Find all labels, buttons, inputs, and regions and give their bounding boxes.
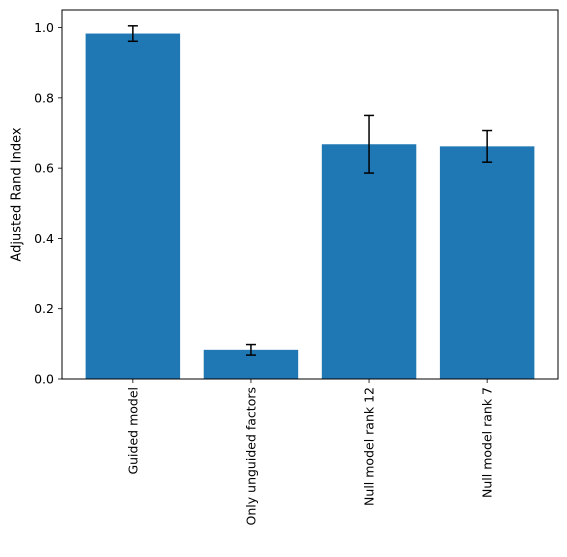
bar-0 — [85, 33, 181, 379]
bar-3 — [439, 146, 535, 379]
x-axis: Guided model Only unguided factors Null mo… — [125, 379, 495, 525]
error-bars-layer — [127, 25, 493, 356]
y-tick-label-3: 0.6 — [34, 161, 54, 176]
y-tick-label-4: 0.8 — [34, 90, 54, 105]
x-tick-label-3: Null model rank 7 — [480, 387, 495, 498]
x-tick-label-0: Guided model — [125, 387, 140, 475]
y-tick-label-5: 1.0 — [34, 20, 54, 35]
error-bar-3 — [482, 129, 493, 163]
x-tick-label-1: Only unguided factors — [243, 387, 258, 525]
bar-2 — [321, 144, 417, 379]
error-bar-2 — [364, 114, 375, 174]
y-axis: 0.0 0.2 0.4 0.6 0.8 1.0 — [34, 20, 62, 387]
y-tick-label-1: 0.2 — [34, 301, 54, 316]
y-tick-label-2: 0.4 — [34, 231, 54, 246]
x-tick-label-2: Null model rank 12 — [362, 387, 377, 506]
y-tick-label-0: 0.0 — [34, 372, 54, 387]
bars-layer — [85, 33, 535, 379]
y-axis-label: Adjusted Rand Index — [10, 127, 25, 261]
error-bar-1 — [245, 343, 256, 356]
plot-frame — [61, 9, 559, 380]
error-bar-0 — [127, 25, 138, 43]
